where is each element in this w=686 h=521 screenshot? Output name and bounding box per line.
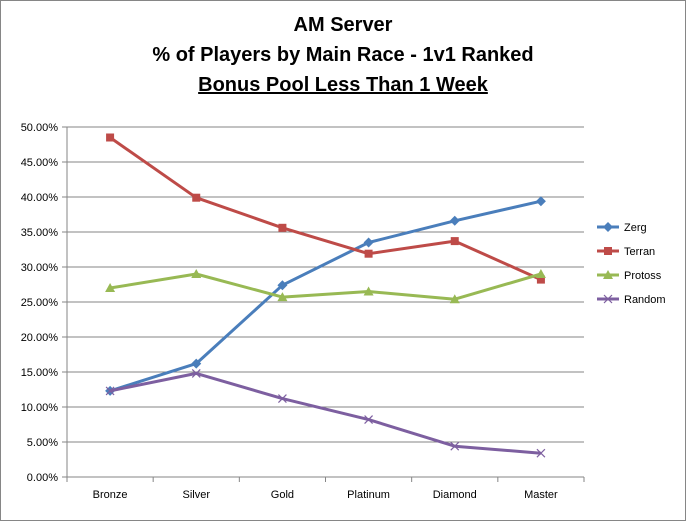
data-point-random-stroke xyxy=(364,415,374,425)
data-point-protoss xyxy=(535,269,546,278)
x-tick-label: Gold xyxy=(271,489,294,501)
data-point-random-stroke xyxy=(536,448,546,458)
legend-item-protoss: Protoss xyxy=(597,270,662,282)
data-point-random-stroke xyxy=(450,441,460,451)
legend-label-zerg: Zerg xyxy=(624,222,647,234)
x-tick-label: Silver xyxy=(182,489,210,501)
data-point-random xyxy=(364,415,374,425)
y-tick-label: 40.00% xyxy=(21,192,59,204)
legend-marker-protoss xyxy=(603,270,613,279)
legend-marker-zerg xyxy=(603,222,613,232)
x-tick-label: Master xyxy=(524,489,558,501)
series-line-protoss xyxy=(109,272,542,301)
x-tick-label: Bronze xyxy=(93,489,128,501)
series-line-zerg xyxy=(109,199,542,393)
y-tick-label: 10.00% xyxy=(21,402,59,414)
data-point-zerg xyxy=(277,280,288,291)
data-point-random xyxy=(277,394,287,404)
series-terran xyxy=(106,133,545,284)
data-point-random xyxy=(105,386,115,396)
chart-subtitle2-text: Bonus Pool Less Than 1 Week xyxy=(198,74,488,96)
chart-subtitle-underlined: Bonus Pool Less Than 1 Week xyxy=(0,74,686,97)
legend-marker-random xyxy=(603,294,613,304)
data-point-protoss xyxy=(277,292,288,302)
data-point-protoss xyxy=(191,269,202,278)
y-tick-label: 50.00% xyxy=(21,122,59,134)
series-zerg xyxy=(105,196,546,396)
legend-item-random: Random xyxy=(597,294,666,306)
legend-label-protoss: Protoss xyxy=(624,270,662,282)
data-point-terran xyxy=(364,249,373,258)
y-tick-label: 20.00% xyxy=(21,332,59,344)
series-line-terran xyxy=(109,136,542,281)
x-tick-label: Platinum xyxy=(347,489,390,501)
data-point-terran xyxy=(278,223,287,232)
data-point-random xyxy=(191,368,201,378)
data-point-protoss xyxy=(449,294,460,304)
y-tick-label: 25.00% xyxy=(21,297,59,309)
legend-item-terran: Terran xyxy=(597,246,655,258)
y-tick-label: 45.00% xyxy=(21,157,59,169)
data-point-random-stroke xyxy=(191,368,201,378)
x-tick-label: Diamond xyxy=(433,489,477,501)
data-point-zerg xyxy=(191,358,202,369)
legend-item-zerg: Zerg xyxy=(597,222,647,234)
data-point-protoss xyxy=(105,283,116,292)
series-protoss xyxy=(105,269,546,304)
legend-marker-terran xyxy=(604,247,612,255)
data-point-zerg xyxy=(363,237,374,248)
data-point-protoss xyxy=(363,286,374,296)
series-random xyxy=(105,368,546,458)
data-point-terran xyxy=(192,193,201,202)
data-point-zerg xyxy=(535,196,546,207)
series-line-random xyxy=(109,371,542,455)
data-point-terran xyxy=(106,133,115,142)
chart-subtitle: % of Players by Main Race - 1v1 Ranked xyxy=(152,44,534,66)
legend-label-terran: Terran xyxy=(624,246,655,258)
data-point-random-stroke xyxy=(105,386,115,396)
data-point-terran xyxy=(450,237,459,246)
y-tick-label: 15.00% xyxy=(21,367,59,379)
data-point-terran xyxy=(536,275,545,284)
data-point-random-stroke xyxy=(277,394,287,404)
data-point-zerg xyxy=(449,215,460,226)
y-tick-label: 0.00% xyxy=(27,472,58,484)
y-tick-label: 5.00% xyxy=(27,437,58,449)
chart-title: AM Server xyxy=(293,14,393,36)
data-point-random xyxy=(450,441,460,451)
legend-label-random: Random xyxy=(624,294,666,306)
data-point-random xyxy=(536,448,546,458)
y-tick-label: 30.00% xyxy=(21,262,59,274)
y-tick-label: 35.00% xyxy=(21,227,59,239)
legend-marker-random-stroke xyxy=(603,294,613,304)
